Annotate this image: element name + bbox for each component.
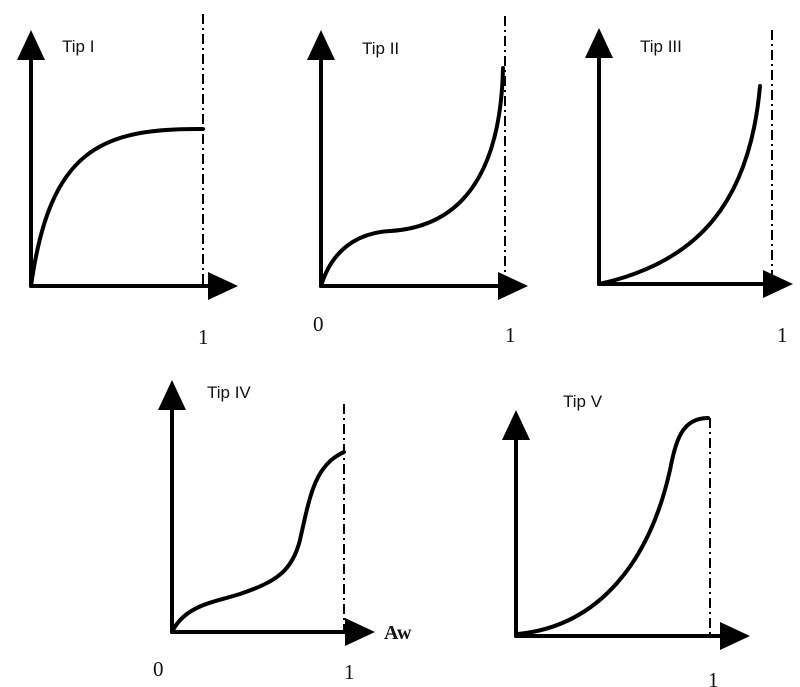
y-axis-arrow [307,30,335,60]
panel-tip-5: Tip V 1 [502,392,750,687]
x-axis-end-label: 1 [505,323,516,347]
y-axis-arrow [158,380,186,410]
panel-tip-1: Tip I 1 [17,14,238,349]
sorption-curve [172,452,344,632]
x-axis-end-label: 1 [344,660,355,684]
x-axis-end-label: 1 [198,325,209,349]
panel-title: Tip III [640,37,682,56]
x-axis-arrow [345,618,375,646]
y-axis-arrow [17,30,45,60]
x-axis-end-label: 1 [777,323,788,347]
sorption-curve [31,129,203,286]
x-axis-arrow [720,622,750,650]
x-axis-end-label: 1 [708,668,719,687]
sorption-curve [518,418,708,634]
y-axis-arrow [585,28,613,58]
x-axis-label-aw: Aw [384,622,412,644]
x-axis-arrow [498,272,528,300]
panel-title: Tip II [362,39,399,58]
panel-title: Tip I [62,37,94,56]
x-axis-arrow [208,272,238,300]
x-axis-arrow [763,270,793,298]
sorption-curve [321,68,503,286]
panel-title: Tip V [563,392,603,411]
panel-tip-2: Tip II 0 1 [307,16,528,347]
x-axis-origin-label: 0 [153,657,164,681]
x-axis-origin-label: 0 [313,312,324,336]
panel-tip-4: Tip IV 0 1 Aw [153,380,412,684]
panel-title: Tip IV [207,383,251,402]
sorption-curve [599,86,760,284]
panel-tip-3: Tip III 1 [585,28,793,347]
y-axis-arrow [502,410,530,440]
